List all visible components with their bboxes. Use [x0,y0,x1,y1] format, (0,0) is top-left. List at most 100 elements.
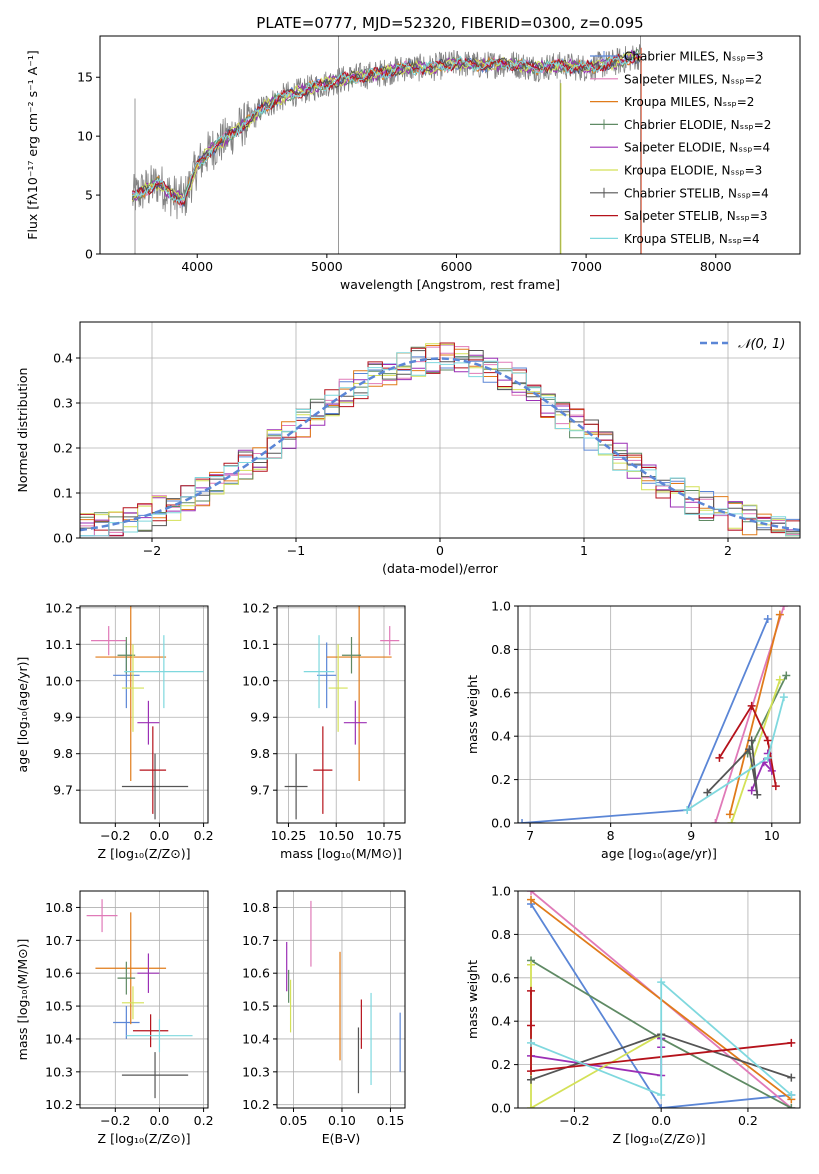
y-tick-label: 9.8 [250,746,270,761]
y-tick-label: 10.6 [45,966,73,981]
legend-entry: Chabrier MILES, Nₛₛₚ=3 [624,50,764,64]
model-series-line [132,53,641,206]
plot-area [80,342,800,538]
y-axis-label: mass weight [465,960,480,1039]
x-tick-label: 10 [764,828,780,843]
axes-residuals: −2 −1 0 1 2 0.0 0.1 0.2 0.3 0.4 (data-model)/error… [15,321,801,576]
legend-entry: 𝒩(0, 1) [738,337,785,352]
x-tick-label: 0.10 [328,1113,356,1128]
x-tick-label: 0.0 [651,1113,671,1128]
y-tick-label: 10 [77,129,93,144]
axes-frame [99,35,801,255]
y-tick-label: 0.2 [491,1057,511,1072]
x-tick-label: 0.05 [280,1113,308,1128]
plot-area [286,900,401,1094]
x-tick-label: 0.2 [738,1113,758,1128]
y-tick-label: 10.8 [242,900,270,915]
weight-marker [763,753,772,762]
x-axis-label: mass [log₁₀(M/M⊙)] [280,846,402,861]
weight-marker [527,1038,536,1047]
y-tick-label: 10.2 [45,1097,73,1112]
legend-entry: Salpeter ELODIE, Nₛₛₚ=4 [624,141,770,155]
y-tick-label: 0.0 [53,531,73,546]
x-tick-label: 4000 [181,259,213,274]
weight-series-line [750,753,774,791]
legend-entry: Kroupa STELIB, Nₛₛₚ=4 [624,232,760,246]
x-tick-label: 2 [724,543,732,558]
weight-marker [745,745,754,754]
weight-marker [747,701,756,710]
y-tick-label: 9.7 [250,783,270,798]
weight-marker [782,671,791,680]
axes-spectrum: 4000 5000 6000 7000 8000 0 5 10 15 wavelength [An… [25,14,801,292]
y-tick-label: 0.1 [53,486,73,501]
model-series-line [131,49,642,202]
y-tick-label: 10.2 [45,600,73,615]
x-axis-label: E(B-V) [322,1131,361,1146]
weight-marker [747,786,756,795]
y-tick-label: 10.5 [45,999,73,1014]
legend-entry: Salpeter MILES, Nₛₛₚ=2 [624,72,762,86]
weight-marker [683,805,692,814]
x-tick-label: 1 [580,543,588,558]
y-tick-label: 0.4 [53,351,73,366]
weight-marker [787,1038,796,1047]
axes-frame [79,321,801,539]
axes-frame [517,605,801,824]
y-tick-label: 0.3 [53,396,73,411]
weight-series-line [718,703,777,787]
plot-area [91,606,204,820]
legend-entry: Chabrier STELIB, Nₛₛₚ=4 [624,186,769,200]
plot-area [518,606,791,823]
y-axis-label: Flux [fλ10⁻¹⁷ erg cm⁻² s⁻¹ A⁻¹] [25,50,40,239]
x-tick-label: 7000 [570,259,602,274]
axes-frame [79,605,209,824]
y-tick-label: 0.4 [491,1014,511,1029]
weight-marker [771,782,780,791]
x-tick-label: 0.0 [150,1113,170,1128]
x-axis-label: Z [log₁₀(Z/Z⊙)] [98,846,191,861]
y-tick-label: 0.2 [491,772,511,787]
axes-frame [517,890,801,1109]
x-tick-label: 0 [436,543,444,558]
y-tick-label: 0.8 [491,927,511,942]
x-tick-label: 9 [687,828,695,843]
weight-marker [527,1104,536,1108]
normal-curve [80,357,800,532]
weight-marker [747,736,756,745]
weight-marker [527,986,536,995]
model-series-line [132,51,641,205]
x-tick-label: 0.2 [194,1113,214,1128]
weight-marker [787,1104,796,1108]
axes-weight_vs_Z: −0.2 0.0 0.2 0.0 0.2 0.4 0.6 0.8 1.0 Z [log₁₀(Z/Z… [465,884,801,1146]
weight-marker [787,1090,796,1099]
y-tick-label: 10.0 [242,673,270,688]
weight-marker [527,891,536,895]
y-axis-label: mass weight [465,675,480,754]
chart-title: PLATE=0777, MJD=52320, FIBERID=0300, z=0… [256,14,643,32]
weight-marker [787,1073,796,1082]
y-tick-label: 0 [85,247,93,262]
legend-entry: Salpeter STELIB, Nₛₛₚ=3 [624,209,768,223]
y-tick-label: 9.9 [53,710,73,725]
y-tick-label: 0.0 [491,1101,511,1116]
weight-marker [753,790,762,799]
y-tick-label: 15 [77,70,93,85]
x-tick-label: −0.2 [100,828,130,843]
x-tick-label: 6000 [441,259,473,274]
weight-marker [727,819,736,823]
weight-marker [715,753,724,762]
x-tick-label: 8000 [700,259,732,274]
weight-marker [518,819,527,823]
weight-marker [779,606,788,610]
y-tick-label: 10.8 [45,900,73,915]
x-axis-label: Z [log₁₀(Z/Z⊙)] [98,1131,191,1146]
weight-marker [657,1090,666,1099]
weight-series-line [730,679,781,823]
histogram-series [80,352,800,538]
y-tick-label: 9.9 [250,710,270,725]
y-axis-label: mass [log₁₀(M/M⊙)] [15,939,30,1061]
y-tick-label: 0.8 [491,642,511,657]
weight-marker [657,1104,666,1108]
